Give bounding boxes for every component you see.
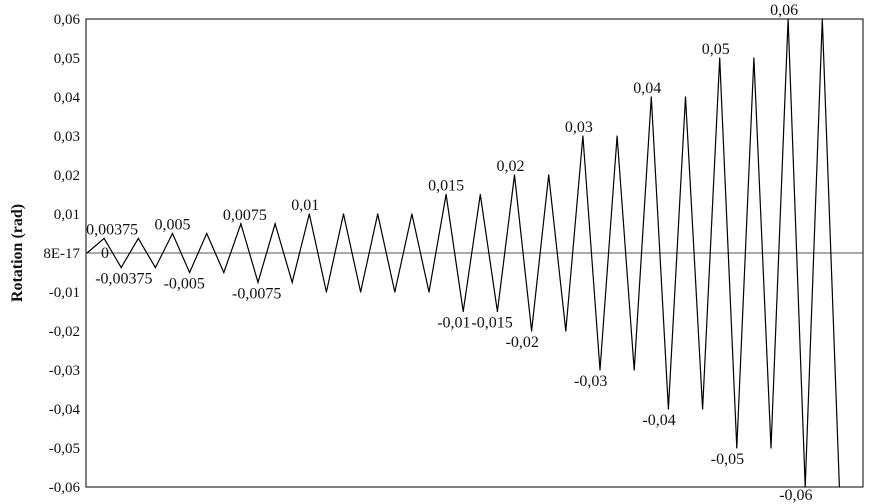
data-point xyxy=(702,408,704,410)
y-tick-label: 8E-17 xyxy=(43,246,80,262)
data-label: 0 xyxy=(101,245,109,262)
data-point xyxy=(342,213,345,215)
data-point xyxy=(103,237,105,239)
y-tick-label: 0,06 xyxy=(54,12,81,28)
data-label: 0,03 xyxy=(565,119,593,136)
data-point xyxy=(189,271,191,274)
data-label: 0,06 xyxy=(770,2,798,19)
data-point xyxy=(274,223,276,225)
data-label: -0,03 xyxy=(574,373,607,390)
y-tick-label: -0,03 xyxy=(49,363,80,379)
data-point xyxy=(770,447,772,449)
data-point xyxy=(548,174,550,176)
data-point xyxy=(445,193,447,196)
data-label: -0,005 xyxy=(164,276,205,293)
y-tick-label: 0,05 xyxy=(54,51,80,67)
data-point xyxy=(360,291,362,293)
data-label: 0,015 xyxy=(428,178,464,195)
data-point xyxy=(257,281,259,283)
data-label: 0,005 xyxy=(155,217,191,234)
data-point xyxy=(531,330,533,332)
y-tick-label: -0,05 xyxy=(49,441,80,457)
data-label: -0,015 xyxy=(471,315,512,332)
data-point xyxy=(479,193,481,196)
data-label: 0,01 xyxy=(291,197,319,214)
data-point xyxy=(223,271,225,274)
data-point xyxy=(787,18,789,20)
data-labels: 0 0,00375 -0,00375 0,005 -0,005 0,0075 -0,0075… xyxy=(86,2,841,504)
data-label: 0,00375 xyxy=(86,221,138,238)
data-point xyxy=(736,447,738,449)
data-point xyxy=(804,486,806,488)
data-label: -0,0075 xyxy=(232,285,281,302)
data-point xyxy=(684,96,687,98)
data-point xyxy=(325,291,327,293)
data-point xyxy=(137,237,139,239)
data-label: -0,02 xyxy=(506,334,539,351)
data-point xyxy=(719,57,721,59)
y-tick-labels: 0,06 0,05 0,04 0,03 0,02 0,01 8E-17 -0,01 -0,02 -… xyxy=(43,12,80,496)
data-point xyxy=(599,369,601,371)
data-label: -0,00375 xyxy=(95,271,152,288)
data-label: -0,04 xyxy=(642,412,675,429)
data-label: 0,04 xyxy=(633,80,661,97)
data-point xyxy=(565,330,567,332)
data-point xyxy=(154,267,156,269)
data-point xyxy=(240,223,242,225)
y-tick-label: 0,02 xyxy=(54,168,80,184)
data-point xyxy=(86,252,88,254)
y-tick-label: -0,01 xyxy=(49,285,80,301)
y-tick-label: 0,03 xyxy=(54,129,80,145)
y-tick-label: -0,06 xyxy=(49,480,81,496)
data-point xyxy=(171,232,174,235)
data-point xyxy=(650,96,652,98)
data-point xyxy=(411,213,413,215)
y-axis-label: Rotation (rad) xyxy=(9,204,26,302)
data-point xyxy=(513,174,516,176)
data-point xyxy=(428,291,430,293)
data-point xyxy=(616,135,618,137)
data-point xyxy=(377,213,379,215)
data-point xyxy=(667,408,670,410)
data-point xyxy=(206,232,208,235)
data-point xyxy=(496,310,498,313)
data-label: 0,0075 xyxy=(223,207,267,224)
data-point xyxy=(838,486,841,488)
data-point xyxy=(462,310,464,313)
data-point xyxy=(308,213,310,215)
data-label: 0,02 xyxy=(497,158,525,175)
data-label: -0,05 xyxy=(711,451,744,468)
data-label: 0,05 xyxy=(702,41,730,58)
data-point xyxy=(394,291,396,293)
data-label: -0,06 xyxy=(779,487,812,504)
y-tick-label: -0,02 xyxy=(49,324,80,340)
data-label: -0,01 xyxy=(437,315,470,332)
data-point xyxy=(821,18,823,20)
data-point xyxy=(633,369,635,371)
y-tick-label: -0,04 xyxy=(49,402,81,418)
data-point xyxy=(291,281,293,283)
y-tick-label: 0,04 xyxy=(54,90,81,106)
data-point xyxy=(582,135,584,137)
data-point xyxy=(753,57,755,59)
data-point xyxy=(120,267,122,269)
y-tick-label: 0,01 xyxy=(54,207,80,223)
